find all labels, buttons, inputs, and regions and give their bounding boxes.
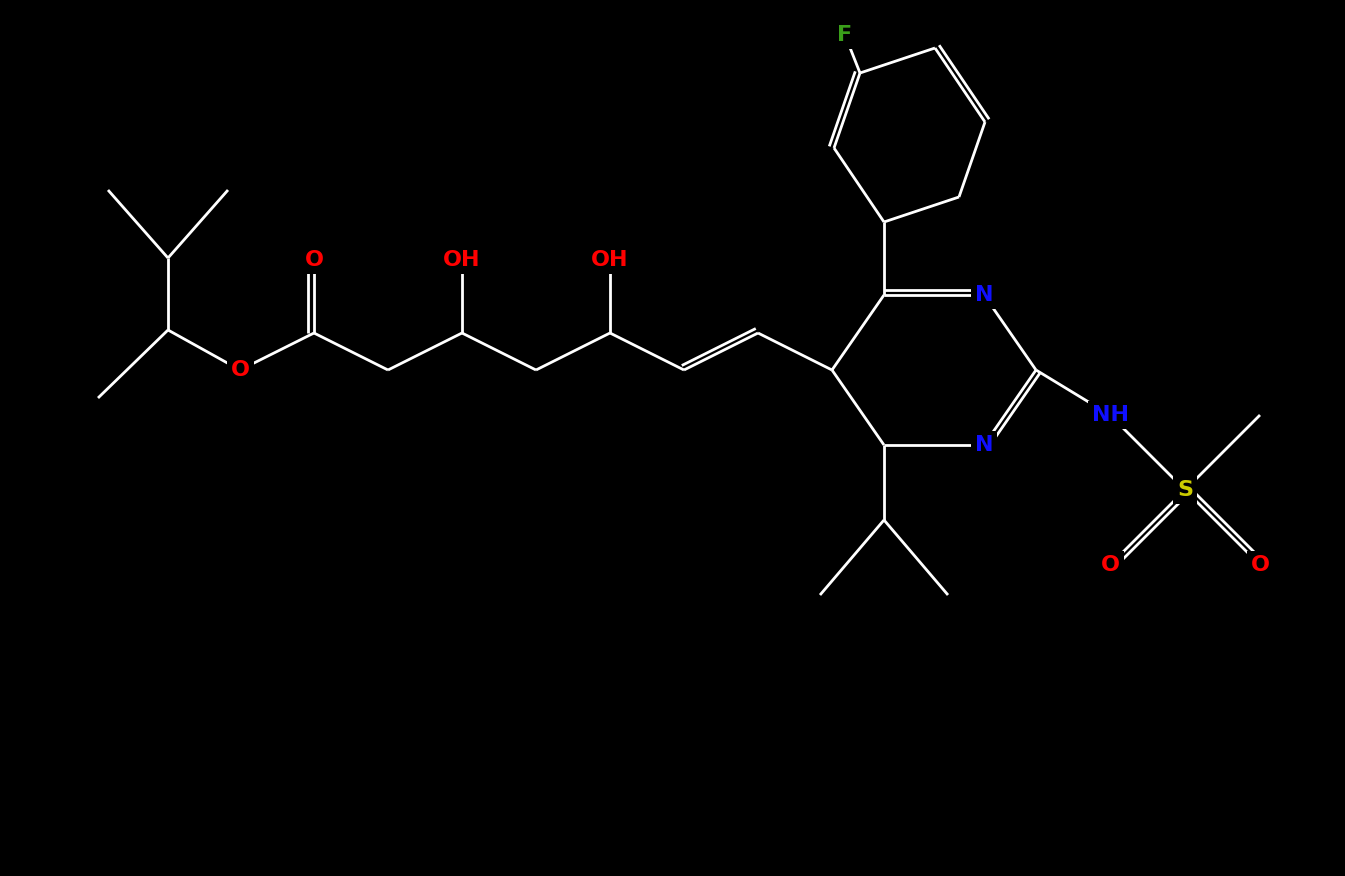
- Text: S: S: [1177, 480, 1193, 500]
- Text: OH: OH: [592, 250, 628, 270]
- Text: O: O: [1251, 555, 1270, 575]
- Text: N: N: [975, 435, 993, 455]
- Text: N: N: [975, 285, 993, 305]
- Text: NH: NH: [1092, 405, 1128, 425]
- Text: OH: OH: [444, 250, 480, 270]
- Text: F: F: [838, 25, 853, 45]
- Text: O: O: [230, 360, 250, 380]
- Text: O: O: [1100, 555, 1119, 575]
- Text: OH: OH: [444, 250, 480, 270]
- Text: F: F: [838, 25, 853, 45]
- Text: OH: OH: [592, 250, 628, 270]
- Text: O: O: [1251, 555, 1270, 575]
- Text: O: O: [230, 360, 250, 380]
- Text: O: O: [304, 250, 324, 270]
- Text: S: S: [1177, 480, 1193, 500]
- Text: N: N: [975, 285, 993, 305]
- Text: O: O: [304, 250, 324, 270]
- Text: N: N: [975, 435, 993, 455]
- Text: NH: NH: [1092, 405, 1128, 425]
- Text: O: O: [1100, 555, 1119, 575]
